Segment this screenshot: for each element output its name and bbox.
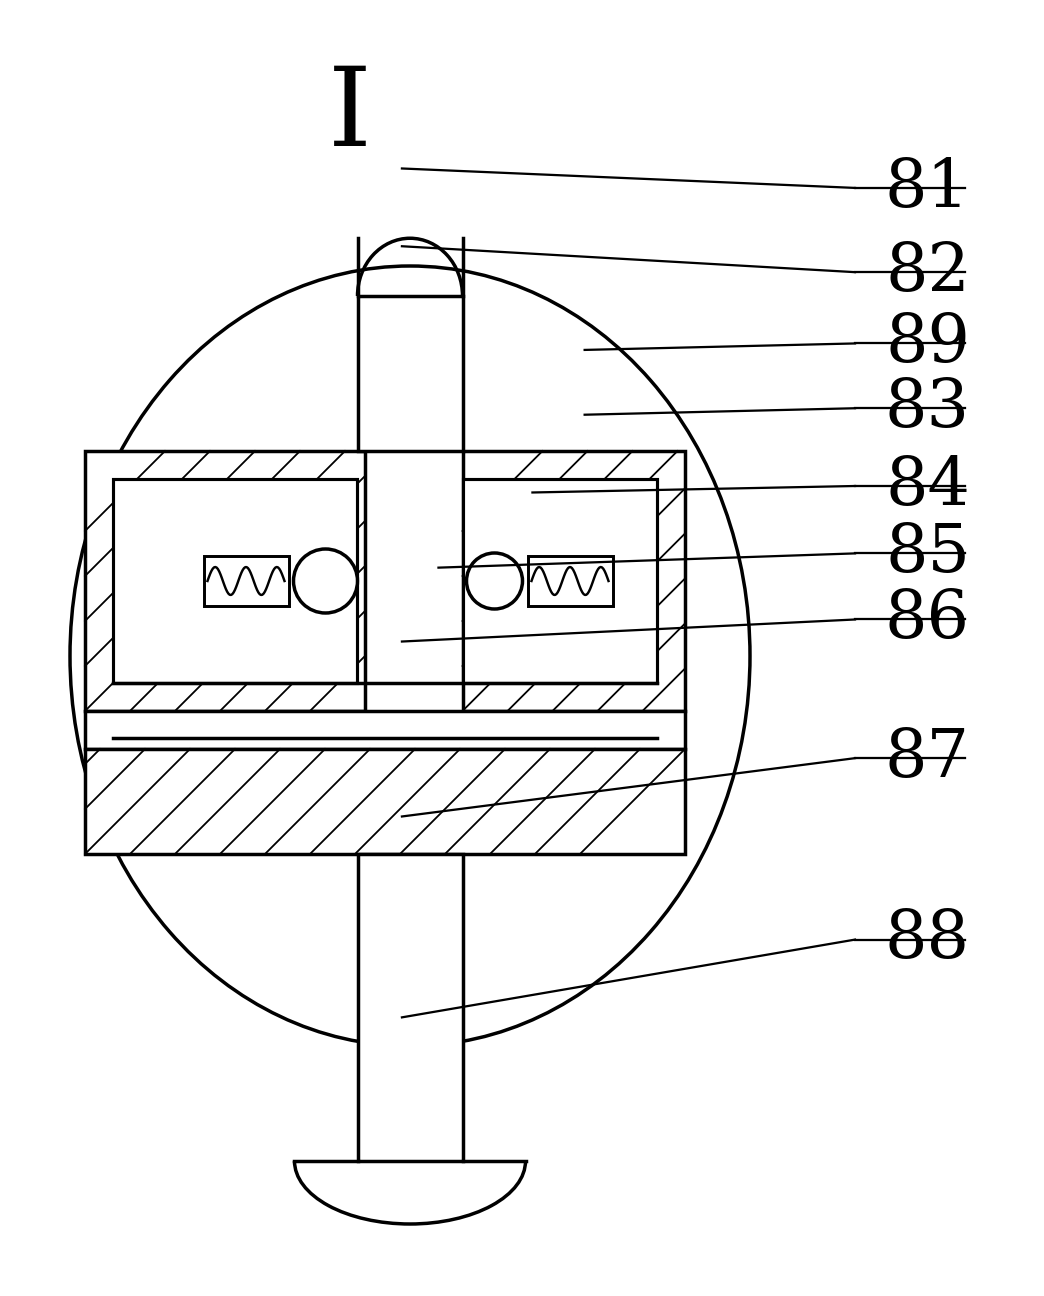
Bar [527, 556, 613, 607]
Text: 85: 85 [885, 521, 970, 586]
Text: 84: 84 [885, 454, 970, 518]
Bar [113, 480, 357, 683]
Ellipse shape [293, 550, 357, 613]
Ellipse shape [467, 553, 522, 609]
Bar [357, 854, 462, 1161]
Bar [462, 480, 657, 683]
Text: 89: 89 [885, 311, 970, 376]
Text: 87: 87 [885, 726, 970, 791]
Text: 88: 88 [885, 907, 970, 972]
Bar [85, 749, 685, 854]
Text: 81: 81 [885, 156, 970, 220]
Bar [85, 712, 685, 749]
Bar [462, 451, 685, 712]
Bar [204, 556, 288, 607]
Text: 82: 82 [885, 240, 970, 305]
Text: 86: 86 [885, 587, 970, 652]
Text: 83: 83 [885, 376, 970, 441]
Bar [85, 451, 365, 712]
Bar [357, 295, 462, 451]
Text: I: I [328, 62, 372, 170]
